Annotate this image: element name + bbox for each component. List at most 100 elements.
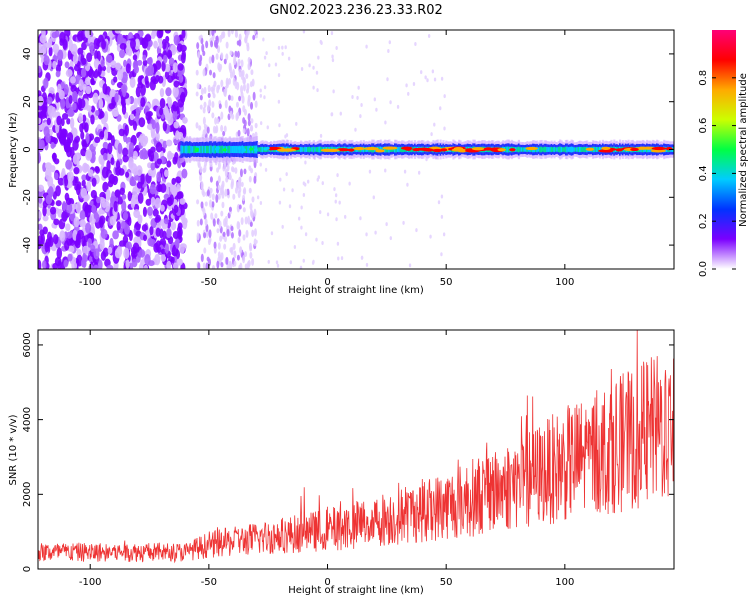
heat-cell bbox=[302, 258, 305, 263]
heat-cell bbox=[234, 50, 238, 58]
heat-cell bbox=[164, 169, 169, 178]
heat-cell bbox=[57, 177, 65, 186]
heat-cell bbox=[199, 218, 203, 226]
heat-cell bbox=[237, 236, 241, 244]
heat-cell bbox=[524, 147, 528, 152]
heat-cell bbox=[567, 147, 570, 152]
heat-cell bbox=[129, 113, 135, 121]
heat-cell bbox=[46, 208, 51, 216]
heat-cell bbox=[202, 262, 206, 269]
heat-cell bbox=[372, 195, 375, 200]
heat-cell bbox=[85, 132, 90, 144]
heat-cell bbox=[210, 145, 213, 154]
heat-cell bbox=[224, 168, 228, 178]
heat-cell bbox=[155, 141, 163, 153]
heat-cell bbox=[360, 103, 363, 108]
heat-cell bbox=[206, 126, 210, 134]
heat-cell bbox=[80, 131, 85, 140]
heat-cell bbox=[101, 166, 109, 179]
heat-cell bbox=[222, 231, 226, 237]
heat-cell bbox=[60, 97, 66, 110]
heat-cell bbox=[42, 205, 47, 217]
heat-cell bbox=[110, 60, 117, 69]
heat-cell bbox=[49, 165, 56, 173]
heat-cell bbox=[581, 147, 585, 152]
heat-cell bbox=[64, 144, 71, 153]
heat-cell bbox=[212, 72, 216, 79]
heat-cell bbox=[579, 146, 582, 153]
heat-cell bbox=[443, 126, 446, 131]
heat-cell bbox=[316, 88, 319, 93]
heat-cell bbox=[540, 146, 543, 153]
heat-cell bbox=[217, 193, 221, 200]
heat-cell bbox=[388, 40, 391, 45]
heat-cell bbox=[226, 228, 230, 237]
heat-cell bbox=[234, 145, 237, 154]
heat-cell bbox=[287, 56, 291, 61]
heat-cell bbox=[280, 148, 297, 152]
heat-cell bbox=[247, 145, 250, 154]
heat-cell bbox=[300, 225, 303, 230]
heat-cell bbox=[211, 30, 215, 36]
heat-cell bbox=[244, 38, 248, 44]
heat-cell bbox=[242, 148, 247, 152]
heat-cell bbox=[131, 258, 138, 268]
heat-cell bbox=[229, 261, 233, 269]
heat-cell bbox=[202, 129, 206, 137]
heat-cell bbox=[336, 241, 340, 246]
heat-cell bbox=[132, 186, 138, 198]
ytick-label: 0 bbox=[22, 146, 33, 152]
heat-cell bbox=[213, 145, 216, 154]
heat-cell bbox=[65, 223, 71, 232]
heat-cell bbox=[242, 128, 246, 134]
heat-cell bbox=[198, 35, 202, 41]
heat-cell bbox=[238, 39, 242, 47]
heat-cell bbox=[167, 113, 174, 125]
heat-cell bbox=[132, 54, 138, 61]
heat-cell bbox=[38, 211, 42, 219]
heat-cell bbox=[155, 122, 160, 134]
heat-cell bbox=[260, 146, 263, 153]
heat-cell bbox=[224, 221, 228, 228]
heat-cell bbox=[71, 102, 77, 111]
heat-cell bbox=[159, 88, 165, 98]
heat-cell bbox=[61, 211, 68, 222]
heat-cell bbox=[123, 247, 130, 259]
heat-cell bbox=[359, 216, 362, 221]
heat-cell bbox=[497, 148, 506, 152]
heat-cell bbox=[233, 250, 237, 259]
heat-cell bbox=[102, 181, 109, 193]
heat-cell bbox=[384, 168, 387, 173]
heat-cell bbox=[82, 252, 87, 264]
heat-cell bbox=[187, 145, 190, 154]
heat-cell bbox=[152, 98, 159, 106]
heat-cell bbox=[150, 196, 156, 206]
heat-cell bbox=[319, 146, 323, 153]
heat-cell bbox=[259, 93, 263, 98]
heat-cell bbox=[78, 98, 86, 109]
heat-cell bbox=[208, 145, 212, 154]
heat-cell bbox=[240, 70, 244, 77]
heat-cell bbox=[70, 84, 77, 93]
xtick-label: -100 bbox=[79, 577, 102, 588]
heat-cell bbox=[77, 229, 84, 240]
heat-cell bbox=[268, 63, 271, 68]
heat-cell bbox=[152, 208, 159, 217]
heat-cell bbox=[334, 193, 338, 198]
heat-cell bbox=[343, 214, 347, 219]
heat-cell bbox=[144, 75, 149, 85]
heat-cell bbox=[196, 42, 200, 50]
heat-cell bbox=[238, 229, 242, 237]
heat-cell bbox=[225, 256, 229, 265]
heat-cell bbox=[255, 34, 258, 39]
heat-cell bbox=[90, 105, 96, 113]
heat-cell bbox=[334, 199, 337, 204]
heat-cell bbox=[241, 95, 245, 104]
heat-cell bbox=[114, 92, 119, 103]
heat-cell bbox=[229, 71, 233, 79]
heat-cell bbox=[228, 206, 232, 212]
heat-cell bbox=[302, 30, 306, 34]
heat-cell bbox=[411, 146, 414, 153]
heat-cell bbox=[200, 253, 204, 263]
heat-cell bbox=[220, 111, 224, 120]
